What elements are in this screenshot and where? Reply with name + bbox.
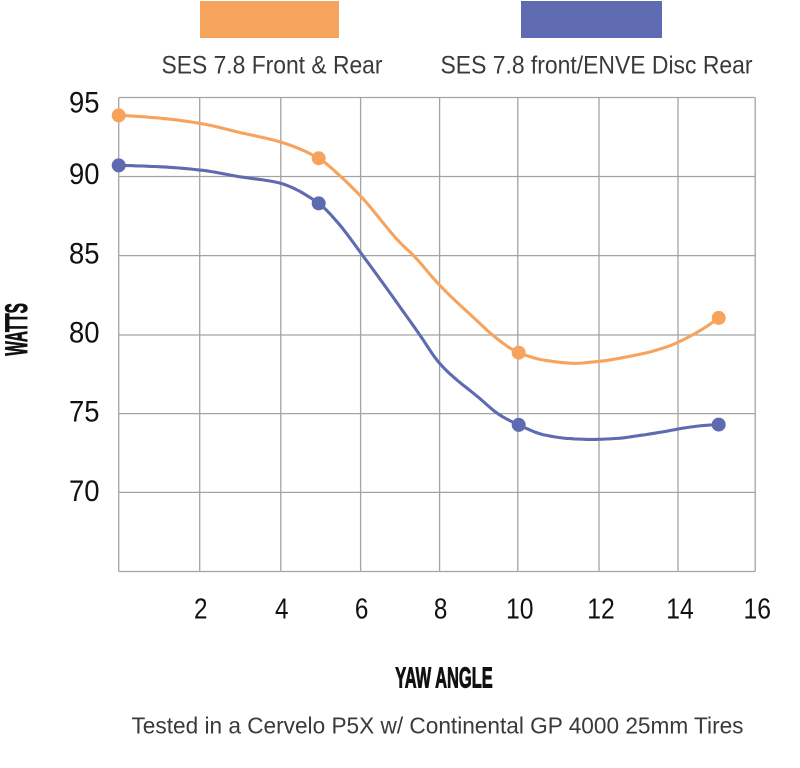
svg-text:8: 8 <box>434 594 448 626</box>
svg-text:16: 16 <box>743 594 771 626</box>
svg-text:10: 10 <box>506 594 534 626</box>
svg-text:12: 12 <box>587 594 615 626</box>
svg-text:SES 7.8 front/ENVE Disc Rear: SES 7.8 front/ENVE Disc Rear <box>441 52 753 80</box>
svg-text:Tested in a Cervelo P5X w/ Con: Tested in a Cervelo P5X w/ Continental G… <box>132 713 744 739</box>
svg-text:WATTS: WATTS <box>0 303 34 356</box>
svg-text:4: 4 <box>275 594 289 626</box>
svg-text:95: 95 <box>69 87 100 120</box>
svg-text:14: 14 <box>666 594 694 626</box>
svg-text:80: 80 <box>69 317 100 350</box>
svg-text:YAW ANGLE: YAW ANGLE <box>395 663 493 695</box>
svg-text:90: 90 <box>69 158 100 191</box>
svg-text:2: 2 <box>194 594 208 626</box>
svg-text:85: 85 <box>69 237 100 270</box>
svg-text:75: 75 <box>69 396 100 429</box>
svg-text:SES 7.8 Front & Rear: SES 7.8 Front & Rear <box>162 52 383 80</box>
svg-text:6: 6 <box>355 594 369 626</box>
svg-text:70: 70 <box>69 475 100 508</box>
